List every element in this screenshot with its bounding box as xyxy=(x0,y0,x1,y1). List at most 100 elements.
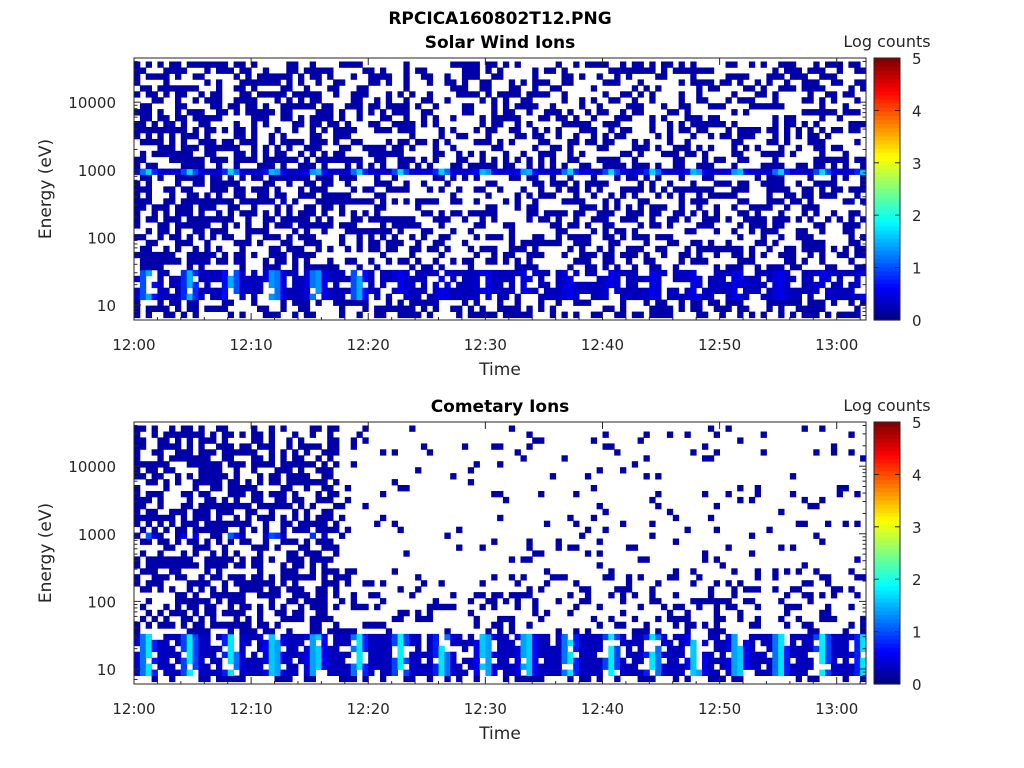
spectrogram-cell xyxy=(350,269,357,277)
spectrogram-cell xyxy=(549,305,557,312)
spectrogram-cell xyxy=(374,639,381,647)
spectrogram-cell xyxy=(403,121,410,128)
spectrogram-cell xyxy=(743,127,750,134)
spectrogram-cell xyxy=(789,198,797,205)
x-tick-label: 12:10 xyxy=(230,700,273,718)
colorbar-segment xyxy=(874,622,900,628)
colorbar-segment xyxy=(874,152,900,157)
spectrogram-cell xyxy=(514,293,521,301)
spectrogram-cell xyxy=(175,156,182,163)
spectrogram-cell xyxy=(239,210,246,217)
spectrogram-cell xyxy=(151,431,158,438)
spectrogram-cell xyxy=(134,127,141,134)
spectrogram-cell xyxy=(145,269,152,277)
spectrogram-cell xyxy=(350,443,357,450)
spectrogram-cell xyxy=(333,645,340,653)
spectrogram-cell xyxy=(298,121,305,128)
spectrogram-cell xyxy=(731,639,738,647)
spectrogram-cell xyxy=(233,257,240,265)
spectrogram-cell xyxy=(216,574,223,581)
spectrogram-cell xyxy=(409,156,416,163)
spectrogram-cell xyxy=(380,275,387,283)
spectrogram-cell xyxy=(684,431,691,438)
spectrogram-cell xyxy=(210,228,217,235)
spectrogram-cell xyxy=(666,127,674,134)
spectrogram-cell xyxy=(538,586,545,593)
spectrogram-cell xyxy=(631,228,639,235)
spectrogram-cell xyxy=(567,138,574,146)
spectrogram-cell xyxy=(233,574,240,581)
spectrogram-cell xyxy=(139,275,147,283)
spectrogram-cell xyxy=(192,216,199,223)
spectrogram-cell xyxy=(227,651,234,658)
spectrogram-cell xyxy=(438,186,445,193)
spectrogram-cell xyxy=(725,663,732,670)
spectrogram-cell xyxy=(385,97,393,104)
spectrogram-cell xyxy=(819,85,826,92)
spectrogram-cell xyxy=(134,532,141,539)
spectrogram-cell xyxy=(227,180,234,187)
spectrogram-cell xyxy=(315,239,322,247)
spectrogram-cell xyxy=(350,186,357,193)
spectrogram-cell xyxy=(479,156,486,163)
spectrogram-cell xyxy=(807,245,814,253)
spectrogram-cell xyxy=(707,245,715,253)
spectrogram-cell xyxy=(678,144,685,152)
spectrogram-cell xyxy=(262,192,270,199)
spectrogram-cell xyxy=(139,168,147,175)
spectrogram-cell xyxy=(860,174,867,181)
spectrogram-cell xyxy=(350,228,357,235)
spectrogram-cell xyxy=(631,174,639,181)
spectrogram-cell xyxy=(514,121,521,128)
spectrogram-cell xyxy=(192,508,199,516)
spectrogram-cell xyxy=(186,639,193,647)
spectrogram-cell xyxy=(391,269,398,277)
spectrogram-cell xyxy=(555,544,562,551)
spectrogram-cell xyxy=(461,657,469,665)
spectrogram-cell xyxy=(643,621,650,629)
colorbar-segment xyxy=(874,205,900,211)
spectrogram-cell xyxy=(737,580,744,587)
spectrogram-cell xyxy=(257,562,264,569)
spectrogram-cell xyxy=(456,210,463,217)
spectrogram-cell xyxy=(543,520,551,527)
spectrogram-cell xyxy=(491,621,498,629)
spectrogram-cell xyxy=(473,162,480,170)
spectrogram-cell xyxy=(198,508,205,516)
spectrogram-cell xyxy=(620,67,627,74)
spectrogram-cell xyxy=(239,97,246,104)
spectrogram-cell xyxy=(321,222,328,229)
spectrogram-cell xyxy=(491,204,498,211)
spectrogram-cell xyxy=(245,222,252,229)
spectrogram-cell xyxy=(637,574,644,581)
spectrogram-cell xyxy=(186,210,193,217)
spectrogram-cell xyxy=(760,651,767,658)
spectrogram-cell xyxy=(327,103,334,110)
spectrogram-cell xyxy=(848,216,855,223)
spectrogram-cell xyxy=(719,121,726,128)
spectrogram-cell xyxy=(374,121,381,128)
spectrogram-cell xyxy=(385,127,393,134)
spectrogram-cell xyxy=(526,305,533,312)
spectrogram-cell xyxy=(280,651,287,658)
spectrogram-cell xyxy=(327,293,334,301)
spectrogram-cell xyxy=(309,502,316,510)
spectrogram-cell xyxy=(257,461,264,468)
spectrogram-cell xyxy=(180,67,188,74)
spectrogram-cell xyxy=(573,234,580,241)
spectrogram-cell xyxy=(163,633,170,641)
spectrogram-cell xyxy=(760,234,767,241)
spectrogram-cell xyxy=(508,174,516,181)
spectrogram-cell xyxy=(262,520,270,527)
spectrogram-cell xyxy=(327,85,334,92)
spectrogram-cell xyxy=(368,287,375,294)
spectrogram-cell xyxy=(666,192,674,199)
spectrogram-cell xyxy=(538,437,545,444)
spectrogram-cell xyxy=(415,287,422,294)
spectrogram-cell xyxy=(461,645,469,653)
spectrogram-cell xyxy=(579,97,586,104)
spectrogram-cell xyxy=(350,669,357,676)
spectrogram-cell xyxy=(678,603,685,611)
spectrogram-cell xyxy=(555,639,562,647)
spectrogram-cell xyxy=(590,127,598,134)
